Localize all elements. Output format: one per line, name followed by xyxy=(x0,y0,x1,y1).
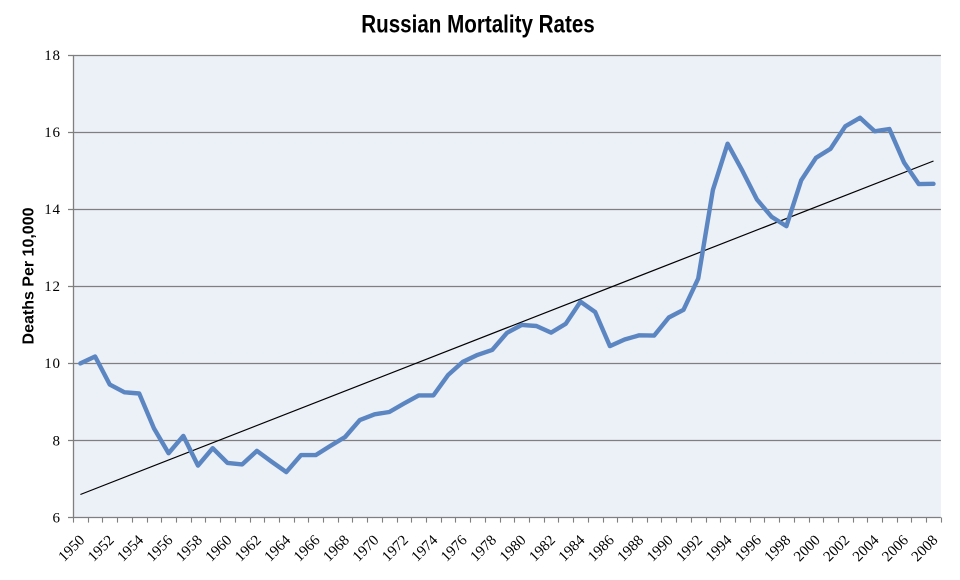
svg-text:Russian Mortality Rates: Russian Mortality Rates xyxy=(361,11,595,39)
svg-text:6: 6 xyxy=(52,510,60,526)
svg-text:Deaths Per 10,000: Deaths Per 10,000 xyxy=(21,207,38,344)
svg-text:10: 10 xyxy=(44,356,61,372)
svg-text:8: 8 xyxy=(52,433,60,449)
svg-text:18: 18 xyxy=(44,48,61,64)
svg-text:12: 12 xyxy=(44,279,61,295)
svg-text:16: 16 xyxy=(44,125,61,141)
svg-text:14: 14 xyxy=(44,202,61,218)
